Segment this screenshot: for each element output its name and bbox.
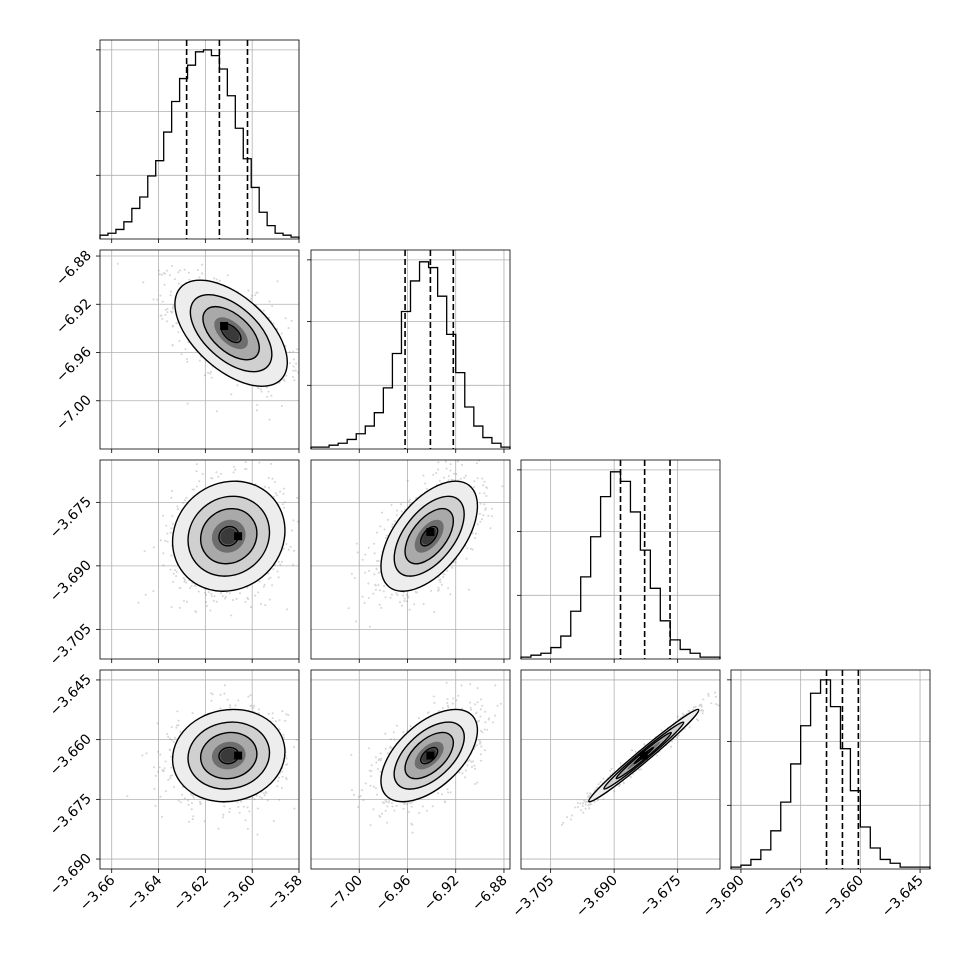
x-tick-label: −3.690 — [700, 873, 748, 921]
contour-line — [199, 731, 258, 780]
y-tick-label: −3.645 — [47, 671, 95, 719]
joint-panel-1-3 — [310, 669, 511, 873]
y-tick-label: −3.660 — [47, 731, 95, 779]
y-tick-label: −3.675 — [47, 791, 95, 839]
y-tick-label: −6.92 — [53, 296, 95, 338]
hist-panel-0 — [96, 39, 300, 243]
x-tick-label: −3.690 — [573, 873, 621, 921]
hist-panel-2 — [517, 459, 721, 663]
contour-line — [187, 721, 271, 790]
x-tick-label: −7.00 — [324, 873, 366, 915]
hist-frame — [520, 459, 721, 660]
joint-panel-0-1 — [96, 249, 300, 453]
density-peak — [234, 532, 243, 541]
contour-line — [171, 708, 286, 803]
contour-line — [218, 525, 240, 547]
x-tick-label: −6.92 — [421, 873, 463, 915]
density-peak — [220, 321, 229, 330]
y-tick-label: −3.675 — [47, 494, 95, 542]
joint-frame — [99, 669, 300, 870]
x-tick-label: −3.66 — [77, 872, 119, 914]
joint-panel-1-2 — [310, 459, 511, 663]
joint-frame — [99, 249, 300, 450]
contour-line — [588, 708, 700, 803]
hist-frame — [730, 669, 931, 870]
contour-line — [174, 279, 288, 387]
y-tick-label: −6.88 — [53, 248, 95, 290]
density-peak — [639, 751, 648, 760]
hist-step — [730, 679, 931, 869]
hist-step — [99, 49, 300, 239]
contour-line — [380, 480, 479, 592]
hist-panel-1 — [307, 249, 511, 453]
density-peak — [234, 751, 243, 760]
contour-line — [420, 746, 439, 765]
contour-line — [404, 731, 455, 780]
contour-line — [393, 721, 465, 790]
joint-panel-0-2 — [96, 459, 300, 663]
contour-line — [420, 525, 439, 547]
hist-panel-3 — [727, 669, 931, 873]
contour-line — [187, 495, 271, 577]
contour-line — [189, 294, 273, 373]
contour-line — [404, 507, 455, 565]
joint-frame — [520, 669, 721, 870]
contour-line — [202, 305, 260, 361]
hist-frame — [99, 39, 300, 240]
joint-panel-0-3 — [96, 669, 300, 873]
joint-panel-2-3 — [520, 669, 721, 873]
x-tick-label: −3.660 — [819, 873, 867, 921]
contour-line — [393, 495, 465, 577]
contour-line — [199, 507, 258, 565]
x-tick-label: −6.96 — [373, 872, 415, 914]
density-fill — [220, 748, 238, 763]
x-tick-label: −3.675 — [760, 873, 808, 921]
y-tick-label: −3.705 — [47, 621, 95, 669]
density-peak — [426, 751, 435, 760]
hist-step — [310, 261, 511, 449]
x-tick-label: −3.60 — [217, 873, 259, 915]
x-tick-label: −3.705 — [510, 873, 558, 921]
y-tick-label: −7.00 — [53, 392, 95, 434]
density-fill — [220, 527, 238, 545]
x-tick-label: −3.675 — [637, 873, 685, 921]
contour-line — [380, 708, 479, 803]
y-tick-label: −6.96 — [53, 344, 95, 386]
x-tick-label: −3.64 — [124, 872, 166, 914]
contour-line — [171, 480, 286, 592]
x-tick-label: −6.88 — [469, 873, 511, 915]
joint-frame — [310, 669, 511, 870]
x-tick-label: −3.58 — [264, 873, 306, 915]
y-tick-label: −3.690 — [47, 557, 95, 605]
joint-frame — [310, 459, 511, 660]
density-peak — [426, 527, 435, 536]
joint-frame — [99, 459, 300, 660]
hist-frame — [310, 249, 511, 450]
x-tick-label: −3.645 — [879, 873, 927, 921]
x-tick-label: −3.62 — [171, 873, 213, 915]
